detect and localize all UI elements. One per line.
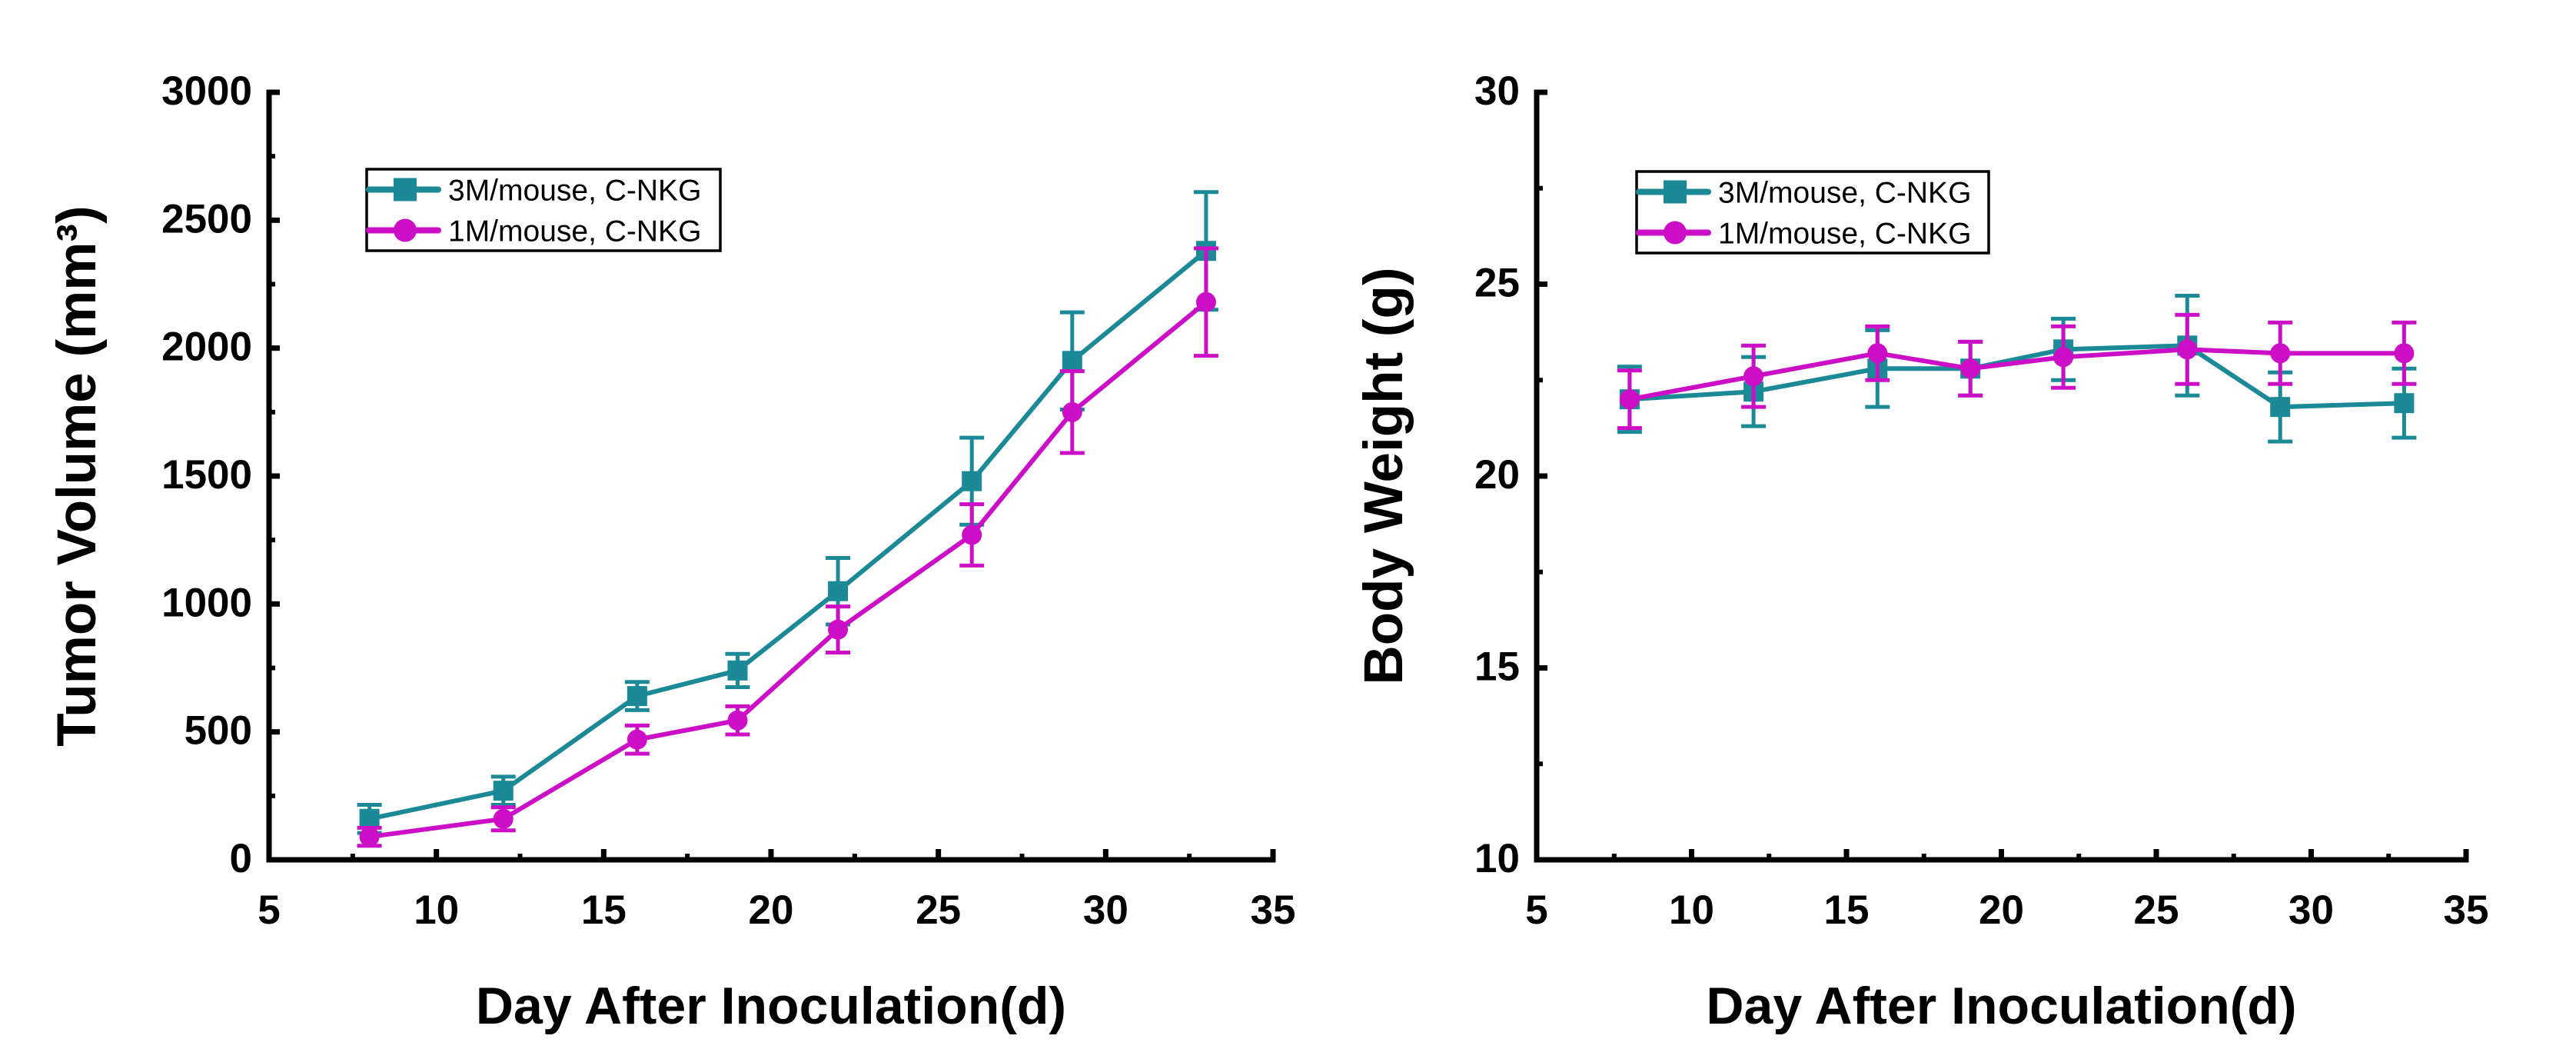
svg-text:30: 30 (1083, 887, 1128, 933)
svg-text:10: 10 (1474, 836, 1520, 881)
svg-text:1M/mouse, C-NKG: 1M/mouse, C-NKG (1718, 218, 1971, 251)
svg-text:25: 25 (2134, 887, 2179, 933)
svg-text:15: 15 (1474, 644, 1520, 690)
svg-text:3M/mouse, C-NKG: 3M/mouse, C-NKG (1718, 177, 1971, 210)
svg-text:1000: 1000 (161, 580, 252, 625)
svg-text:25: 25 (916, 887, 961, 933)
svg-text:15: 15 (581, 887, 627, 933)
svg-text:10: 10 (1669, 887, 1714, 933)
svg-text:20: 20 (749, 887, 794, 933)
svg-text:30: 30 (1474, 68, 1520, 114)
svg-text:Day After Inoculation(d): Day After Inoculation(d) (476, 977, 1066, 1035)
svg-text:10: 10 (414, 887, 459, 933)
svg-text:20: 20 (1979, 887, 2024, 933)
svg-text:30: 30 (2288, 887, 2334, 933)
svg-text:25: 25 (1474, 261, 1520, 306)
svg-text:5: 5 (258, 887, 280, 933)
svg-text:3000: 3000 (161, 68, 252, 114)
svg-text:0: 0 (230, 836, 252, 881)
svg-text:15: 15 (1824, 887, 1870, 933)
svg-text:3M/mouse, C-NKG: 3M/mouse, C-NKG (448, 175, 701, 208)
svg-text:20: 20 (1474, 452, 1520, 498)
svg-text:35: 35 (1251, 887, 1296, 933)
svg-text:5: 5 (1525, 887, 1547, 933)
svg-text:Day After Inoculation(d): Day After Inoculation(d) (1706, 977, 2296, 1035)
svg-text:1500: 1500 (161, 452, 252, 498)
svg-text:500: 500 (184, 708, 252, 754)
svg-text:35: 35 (2444, 887, 2489, 933)
svg-text:2000: 2000 (161, 325, 252, 370)
svg-text:2500: 2500 (161, 196, 252, 241)
svg-text:1M/mouse, C-NKG: 1M/mouse, C-NKG (448, 215, 701, 248)
